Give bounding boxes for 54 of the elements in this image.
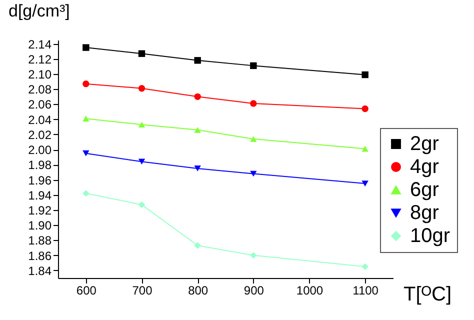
point xyxy=(138,122,146,128)
y-tick-label: 1.84 xyxy=(28,264,52,278)
point xyxy=(82,44,90,51)
point xyxy=(250,136,257,142)
y-tick-label: 1.86 xyxy=(28,248,52,263)
point xyxy=(194,127,201,133)
point xyxy=(194,242,201,249)
point xyxy=(82,150,90,156)
y-tick-label: 2.00 xyxy=(28,143,52,158)
y-tick-label: 2.02 xyxy=(28,128,52,142)
point xyxy=(362,71,368,78)
y-tick-label: 2.14 xyxy=(28,37,52,52)
legend-label: 6gr xyxy=(410,179,440,201)
y-tick-label: 1.88 xyxy=(28,234,52,248)
y-tick-label: 2.04 xyxy=(28,112,52,127)
y-tick-label: 1.92 xyxy=(28,204,52,218)
legend-label: 4gr xyxy=(410,156,440,178)
point xyxy=(138,85,146,92)
y-tick-label: 2.10 xyxy=(28,68,52,82)
legend-label: 8gr xyxy=(410,202,440,224)
x-tick-label: 900 xyxy=(244,284,264,298)
point xyxy=(82,80,90,88)
point xyxy=(138,201,146,208)
point xyxy=(82,190,90,197)
y-tick-label: 1.98 xyxy=(28,158,52,172)
point xyxy=(82,116,90,122)
y-tick-label: 1.94 xyxy=(28,188,52,202)
point xyxy=(194,166,201,172)
point xyxy=(194,93,201,100)
point xyxy=(138,158,146,165)
y-axis-title: d[g/cm³] xyxy=(8,2,70,20)
y-tick-label: 2.12 xyxy=(28,52,52,66)
legend-label: 10gr xyxy=(410,225,450,247)
point xyxy=(362,105,368,112)
x-axis-title: T[ᴼC] xyxy=(404,284,452,306)
x-tick-label: 800 xyxy=(188,284,208,298)
x-tick-label: 1000 xyxy=(296,284,324,298)
y-tick-label: 2.08 xyxy=(28,82,52,97)
x-tick-label: 1100 xyxy=(352,284,379,298)
point xyxy=(250,252,257,259)
point xyxy=(250,170,257,177)
point xyxy=(250,62,257,70)
point xyxy=(250,100,257,107)
x-tick-label: 600 xyxy=(76,284,97,298)
legend-label: 2gr xyxy=(410,133,440,155)
y-tick-label: 2.06 xyxy=(28,98,52,112)
point xyxy=(138,50,146,57)
y-tick-label: 1.96 xyxy=(28,173,52,188)
point xyxy=(362,180,368,186)
point xyxy=(194,57,201,64)
point xyxy=(362,263,368,270)
y-tick-label: 1.90 xyxy=(28,218,52,233)
point xyxy=(362,146,368,152)
x-tick-label: 700 xyxy=(132,284,153,298)
